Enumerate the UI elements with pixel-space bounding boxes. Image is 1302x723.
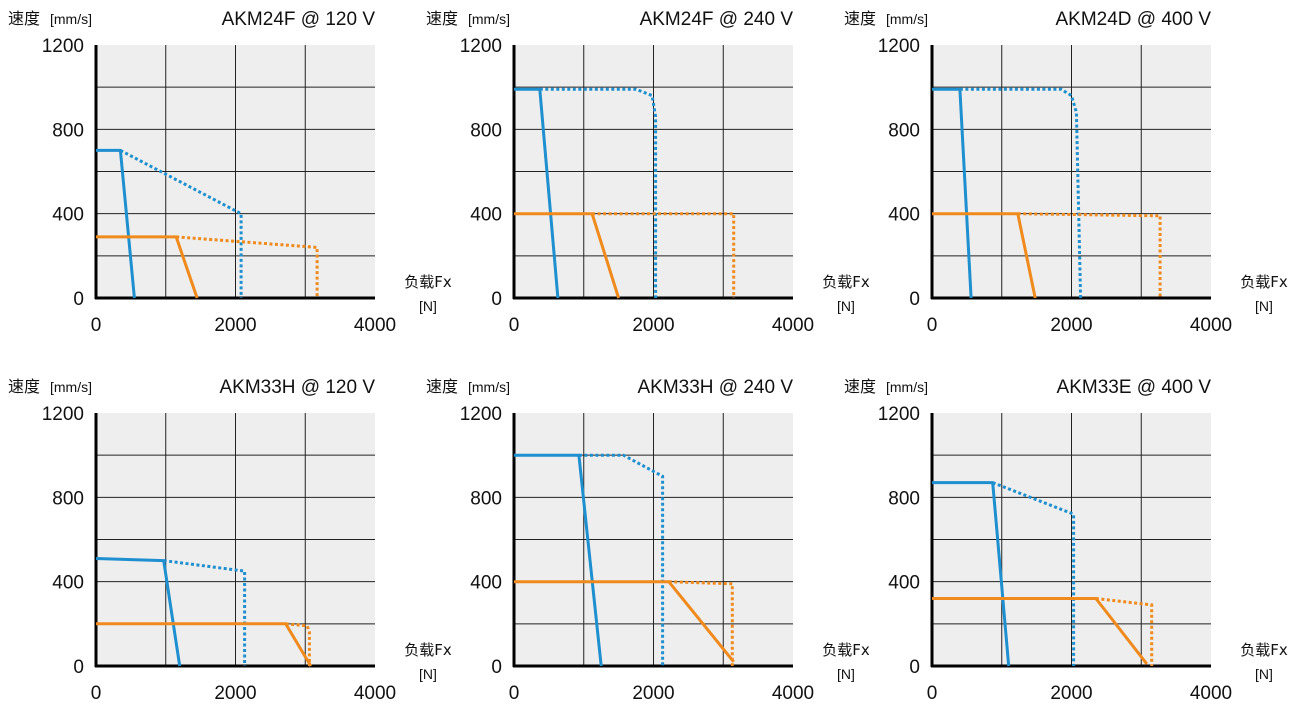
series-line bbox=[285, 622, 311, 666]
y-tick-label: 400 bbox=[470, 205, 502, 226]
series-line bbox=[96, 622, 313, 667]
y-tick-label: 1200 bbox=[878, 36, 920, 57]
chart-svg: 0 400 800 1200 0 2000 4000 速度 [mm/s] AKM24F @ 120… bbox=[8, 9, 452, 336]
y-axis-label: 速度 bbox=[844, 377, 876, 396]
chart-svg: 0 400 800 1200 0 2000 4000 速度 [mm/s] AKM33H @ 240… bbox=[426, 377, 870, 704]
series-line bbox=[992, 481, 1076, 666]
x-tick-label: 2000 bbox=[1050, 315, 1092, 336]
series-line bbox=[932, 212, 1037, 299]
y-tick-label: 1200 bbox=[42, 36, 84, 57]
y-axis-unit: [mm/s] bbox=[886, 11, 928, 27]
x-tick-label: 0 bbox=[91, 683, 102, 704]
series-line bbox=[514, 87, 560, 299]
x-tick-label: 2000 bbox=[1050, 683, 1092, 704]
series-line bbox=[514, 212, 621, 299]
x-tick-label: 4000 bbox=[1190, 315, 1232, 336]
y-tick-label: 0 bbox=[491, 657, 502, 678]
x-axis-label: 负载Fx bbox=[404, 641, 452, 659]
y-axis-label: 速度 bbox=[426, 377, 458, 396]
chart-title: AKM24D @ 400 V bbox=[1055, 9, 1211, 30]
x-axis-label: 负载Fx bbox=[822, 273, 870, 291]
x-axis-unit: [N] bbox=[419, 666, 437, 682]
y-axis-unit: [mm/s] bbox=[886, 379, 928, 395]
y-axis-unit: [mm/s] bbox=[50, 11, 92, 27]
x-axis-label: 负载Fx bbox=[1240, 641, 1288, 659]
chart-panel: 0 400 800 1200 0 2000 4000 速度 [mm/s] AKM33H @ 120… bbox=[0, 368, 452, 723]
y-axis-unit: [mm/s] bbox=[468, 379, 510, 395]
y-tick-label: 1200 bbox=[460, 404, 502, 425]
chart-panel: 0 400 800 1200 0 2000 4000 速度 [mm/s] AKM24F @ 120… bbox=[0, 0, 452, 355]
y-axis-label: 速度 bbox=[844, 9, 876, 28]
chart-panel: 0 400 800 1200 0 2000 4000 速度 [mm/s] AKM33E @ 400… bbox=[836, 368, 1288, 723]
x-tick-label: 0 bbox=[927, 683, 938, 704]
y-axis-label: 速度 bbox=[8, 377, 40, 396]
x-tick-label: 4000 bbox=[354, 683, 396, 704]
series-line bbox=[95, 557, 182, 667]
y-tick-label: 800 bbox=[888, 120, 920, 141]
x-axis-label: 负载Fx bbox=[822, 641, 870, 659]
x-tick-label: 0 bbox=[509, 683, 520, 704]
y-tick-label: 0 bbox=[909, 289, 920, 310]
series-line bbox=[163, 559, 247, 666]
chart-panel: 0 400 800 1200 0 2000 4000 速度 [mm/s] AKM24D @ 400… bbox=[836, 0, 1288, 355]
y-tick-label: 400 bbox=[470, 573, 502, 594]
y-tick-label: 0 bbox=[73, 657, 84, 678]
x-tick-label: 4000 bbox=[772, 683, 814, 704]
chart-title: AKM33H @ 240 V bbox=[637, 377, 793, 398]
x-tick-label: 0 bbox=[509, 315, 520, 336]
series-line bbox=[119, 149, 243, 298]
y-tick-label: 800 bbox=[52, 120, 84, 141]
x-tick-label: 4000 bbox=[772, 315, 814, 336]
x-tick-label: 2000 bbox=[214, 683, 256, 704]
chart-title: AKM24F @ 120 V bbox=[222, 9, 376, 30]
chart-title: AKM33E @ 400 V bbox=[1057, 377, 1212, 398]
x-tick-label: 2000 bbox=[214, 315, 256, 336]
chart-panel: 0 400 800 1200 0 2000 4000 速度 [mm/s] AKM33H @ 240… bbox=[418, 368, 870, 723]
series-line bbox=[539, 87, 658, 298]
chart-title: AKM24F @ 240 V bbox=[640, 9, 794, 30]
y-tick-label: 800 bbox=[470, 488, 502, 509]
chart-svg: 0 400 800 1200 0 2000 4000 速度 [mm/s] AKM33E @ 400… bbox=[844, 377, 1288, 704]
y-tick-label: 0 bbox=[491, 289, 502, 310]
x-axis-unit: [N] bbox=[1255, 298, 1273, 314]
x-axis-label: 负载Fx bbox=[1240, 273, 1288, 291]
x-tick-label: 0 bbox=[927, 315, 938, 336]
x-axis-unit: [N] bbox=[1255, 666, 1273, 682]
y-tick-label: 800 bbox=[888, 488, 920, 509]
x-axis-unit: [N] bbox=[837, 666, 855, 682]
x-tick-label: 2000 bbox=[632, 683, 674, 704]
y-axis-label: 速度 bbox=[8, 9, 40, 28]
x-tick-label: 4000 bbox=[1190, 683, 1232, 704]
x-axis-unit: [N] bbox=[837, 298, 855, 314]
y-axis-unit: [mm/s] bbox=[50, 379, 92, 395]
chart-svg: 0 400 800 1200 0 2000 4000 速度 [mm/s] AKM24D @ 400… bbox=[844, 9, 1288, 336]
y-tick-label: 400 bbox=[888, 205, 920, 226]
series-line bbox=[668, 580, 734, 666]
x-tick-label: 4000 bbox=[354, 315, 396, 336]
series-line bbox=[578, 453, 665, 666]
y-tick-label: 1200 bbox=[42, 404, 84, 425]
series-line bbox=[1095, 597, 1154, 666]
y-tick-label: 800 bbox=[470, 120, 502, 141]
y-tick-label: 1200 bbox=[460, 36, 502, 57]
chart-svg: 0 400 800 1200 0 2000 4000 速度 [mm/s] AKM24F @ 240… bbox=[426, 9, 870, 336]
y-tick-label: 400 bbox=[52, 205, 84, 226]
y-axis-unit: [mm/s] bbox=[468, 11, 510, 27]
x-tick-label: 2000 bbox=[632, 315, 674, 336]
chart-svg: 0 400 800 1200 0 2000 4000 速度 [mm/s] AKM33H @ 120… bbox=[8, 377, 452, 704]
y-tick-label: 0 bbox=[909, 657, 920, 678]
y-axis-label: 速度 bbox=[426, 9, 458, 28]
series-line bbox=[514, 580, 735, 663]
y-tick-label: 400 bbox=[888, 573, 920, 594]
y-tick-label: 400 bbox=[52, 573, 84, 594]
chart-panel: 0 400 800 1200 0 2000 4000 速度 [mm/s] AKM24F @ 240… bbox=[418, 0, 870, 355]
x-tick-label: 0 bbox=[91, 315, 102, 336]
chart-title: AKM33H @ 120 V bbox=[219, 377, 375, 398]
y-tick-label: 800 bbox=[52, 488, 84, 509]
y-tick-label: 0 bbox=[73, 289, 84, 310]
y-tick-label: 1200 bbox=[878, 404, 920, 425]
x-axis-label: 负载Fx bbox=[404, 273, 452, 291]
x-axis-unit: [N] bbox=[419, 298, 437, 314]
series-line bbox=[959, 87, 1083, 299]
